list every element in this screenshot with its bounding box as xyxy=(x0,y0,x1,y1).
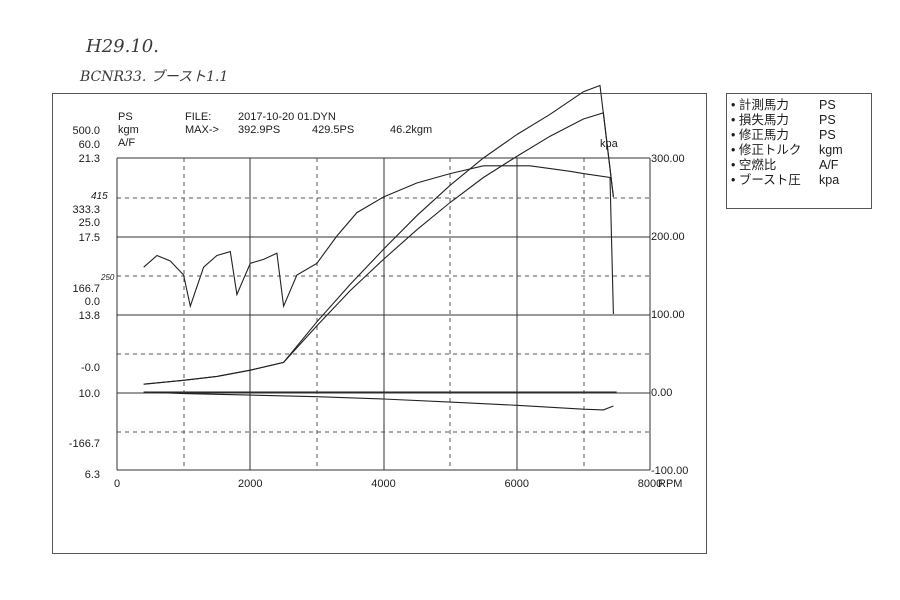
file-label: FILE: xyxy=(185,111,211,123)
right-axis-ticks: 300.00 200.00 100.00 0.00 -100.00 xyxy=(651,153,688,477)
handwritten-note-250: 250 xyxy=(100,273,115,282)
unit-af: A/F xyxy=(118,137,135,149)
left-scale-label: 60.0 xyxy=(79,139,100,151)
legend-label: • 計測馬力 xyxy=(731,98,789,112)
legend-label: • 空燃比 xyxy=(731,158,777,172)
left-scale-label: 333.3 xyxy=(72,204,100,216)
left-scale-label: 500.0 xyxy=(72,125,100,137)
handwritten-note-415: 415 xyxy=(91,191,108,202)
left-scale-label: -166.7 xyxy=(69,438,100,450)
series-lines xyxy=(143,84,617,411)
left-scale-label: 0.0 xyxy=(85,296,100,308)
x-tick-label: 0 xyxy=(114,478,120,490)
legend-unit: PS xyxy=(819,128,836,142)
x-tick-label: 6000 xyxy=(505,478,529,490)
legend-item: • 修正トルク kgm xyxy=(731,143,871,158)
measured-power-line xyxy=(143,112,614,385)
right-tick-label: -100.00 xyxy=(651,465,688,477)
left-scale-label: 166.7 xyxy=(72,283,100,295)
legend-unit: kpa xyxy=(819,173,840,187)
left-scale-label: 25.0 xyxy=(79,217,100,229)
legend-item: • 損失馬力 PS xyxy=(731,113,871,128)
legend-item: • 空燃比 A/F xyxy=(731,158,871,173)
boost-pressure-line xyxy=(143,165,614,315)
handwritten-car-note: BCNR33. ブースト1.1 xyxy=(80,69,229,85)
corrected-power-line xyxy=(143,84,614,385)
right-unit-kpa: kpa xyxy=(600,138,619,150)
x-tick-label: 4000 xyxy=(371,478,395,490)
legend-label: • 修正トルク xyxy=(731,143,802,157)
air-fuel-line xyxy=(143,391,614,411)
handwritten-date: H29.10. xyxy=(86,36,159,57)
right-tick-label: 100.00 xyxy=(651,309,685,321)
unit-kgm: kgm xyxy=(118,124,139,136)
legend-unit: kgm xyxy=(819,143,843,157)
x-tick-label: 2000 xyxy=(238,478,262,490)
max-label: MAX-> xyxy=(185,124,219,136)
legend-item: • 計測馬力 PS xyxy=(731,98,871,113)
left-scale-label: 21.3 xyxy=(79,153,100,165)
left-scale: 500.0 60.0 21.3 333.325.0 17.5 166.70.0 13.8 -0… xyxy=(69,125,100,481)
legend: • 計測馬力 PS • 損失馬力 PS • 修正馬力 PS • 修正トルク kgm • 空燃比 A… xyxy=(726,93,872,209)
left-scale-label: 17.5 xyxy=(79,232,100,244)
legend-unit: PS xyxy=(819,113,836,127)
legend-item: • ブースト圧 kpa xyxy=(731,173,871,188)
right-tick-label: 0.00 xyxy=(651,387,672,399)
chart-frame xyxy=(52,93,707,554)
legend-label: • ブースト圧 xyxy=(731,173,801,187)
left-scale-label: -0.0 xyxy=(81,362,100,374)
x-axis-ticks: 0 2000 4000 6000 8000 xyxy=(114,478,662,490)
max-torque: 46.2kgm xyxy=(390,124,432,136)
left-scale-label: 13.8 xyxy=(79,310,100,322)
file-name: 2017-10-20 01.DYN xyxy=(238,111,336,123)
legend-unit: A/F xyxy=(819,158,839,172)
legend-item: • 修正馬力 PS xyxy=(731,128,871,143)
left-scale-label: 6.3 xyxy=(85,469,100,481)
legend-unit: PS xyxy=(819,98,836,112)
right-tick-label: 200.00 xyxy=(651,231,685,243)
right-tick-label: 300.00 xyxy=(651,153,685,165)
left-scale-label: 10.0 xyxy=(79,388,100,400)
unit-ps: PS xyxy=(118,111,133,123)
x-axis-label: RPM xyxy=(658,478,682,490)
legend-label: • 修正馬力 xyxy=(731,128,789,142)
max-measured-ps: 392.9PS xyxy=(238,124,280,136)
grid xyxy=(116,157,651,471)
x-tick-label: 8000 xyxy=(638,478,662,490)
legend-label: • 損失馬力 xyxy=(731,113,789,127)
max-corrected-ps: 429.5PS xyxy=(312,124,354,136)
